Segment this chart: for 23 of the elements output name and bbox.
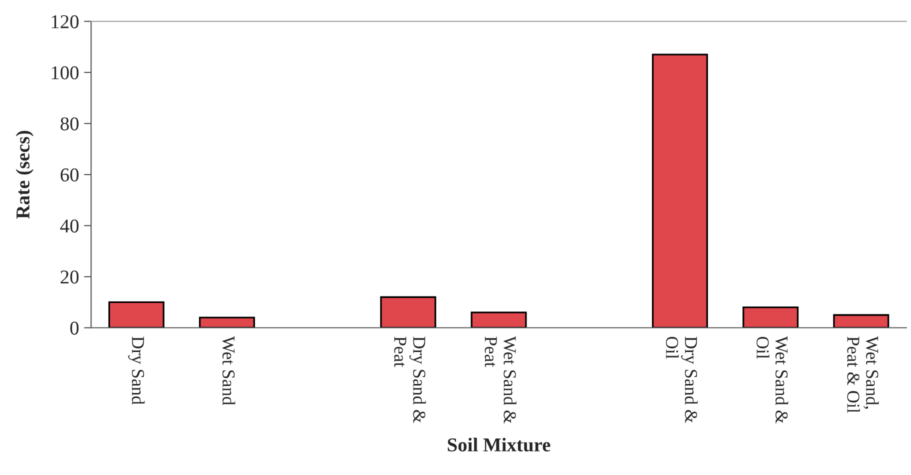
- x-tick-label: Wet Sand: [222, 336, 236, 406]
- bar: [108, 301, 164, 328]
- x-tick-label: Wet Sand & Peat: [484, 336, 516, 424]
- x-axis-title: Soil Mixture: [448, 438, 550, 452]
- y-tick-label: 0: [70, 322, 79, 335]
- bar: [198, 316, 256, 328]
- x-tick-label: Dry Sand: [128, 336, 145, 405]
- bar: [470, 312, 527, 328]
- y-tick-label: 60: [60, 168, 79, 182]
- y-tick-label: 20: [60, 270, 79, 284]
- y-axis-title: Rate (secs): [16, 130, 34, 219]
- x-tick-label: Dry Sand & Peat: [394, 336, 426, 424]
- y-tick-label: 100: [52, 66, 79, 80]
- x-tick-label: Dry Sand & Oil: [666, 336, 698, 424]
- y-tick-label: 40: [60, 219, 79, 233]
- bar: [380, 296, 436, 328]
- y-tick-label: 120: [52, 15, 79, 28]
- x-tick-label: Wet Sand, Peat & Oil: [847, 336, 879, 413]
- bar: [742, 306, 799, 328]
- bar: [652, 54, 708, 328]
- y-tick-label: 80: [60, 117, 79, 130]
- bar: [833, 314, 890, 328]
- x-tick-label: Wet Sand & Oil: [756, 336, 788, 424]
